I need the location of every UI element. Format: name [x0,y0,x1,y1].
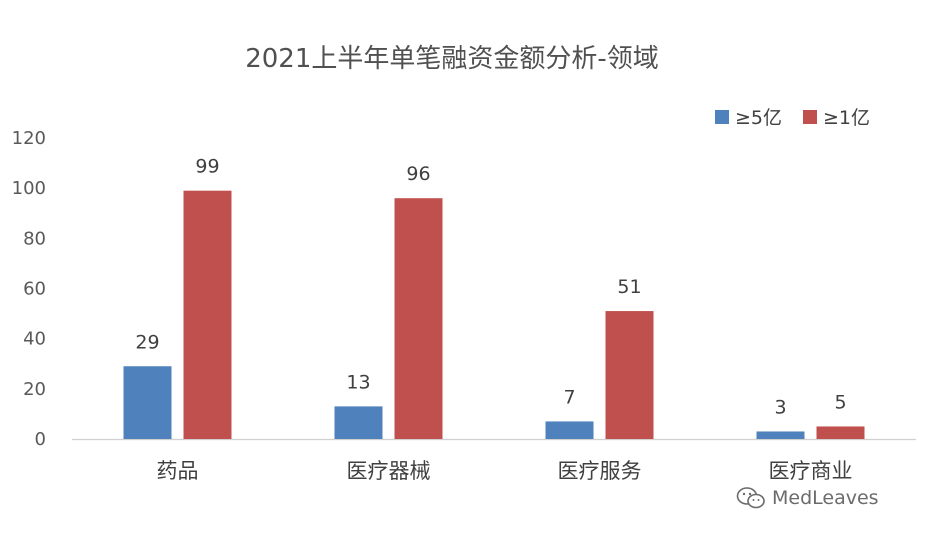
data-label: 3 [774,396,786,418]
x-tick-label: 药品 [157,459,199,483]
wechat-icon [736,487,765,509]
x-tick-label: 医疗器械 [347,459,431,483]
data-label: 96 [406,163,430,185]
x-tick-label: 医疗商业 [769,459,853,483]
y-tick-label: 40 [23,329,46,350]
bar [123,366,172,439]
watermark-text: MedLeaves [772,487,879,509]
bar [394,198,443,439]
x-tick-label: 医疗服务 [558,459,642,483]
bar [756,431,805,439]
bar [545,421,594,439]
y-tick-label: 60 [23,279,46,300]
bar [816,426,865,439]
chart-title: 2021上半年单笔融资金额分析-领域 [245,44,659,74]
watermark: MedLeaves [736,486,879,510]
y-tick-label: 100 [12,178,46,199]
bar [334,406,383,439]
legend-swatch [803,110,817,124]
y-tick-label: 0 [35,429,46,450]
legend-swatch [715,110,729,124]
data-label: 99 [195,156,219,178]
bar [183,190,232,439]
data-label: 51 [617,276,641,298]
data-label: 5 [834,391,846,413]
y-tick-label: 80 [23,228,46,249]
y-tick-label: 20 [23,379,46,400]
y-tick-label: 120 [12,128,46,149]
legend-label: ≥1亿 [823,107,870,129]
data-label: 13 [346,371,370,393]
bar [605,311,654,439]
data-label: 7 [563,386,575,408]
data-label: 29 [135,331,159,353]
legend-label: ≥5亿 [735,107,782,129]
